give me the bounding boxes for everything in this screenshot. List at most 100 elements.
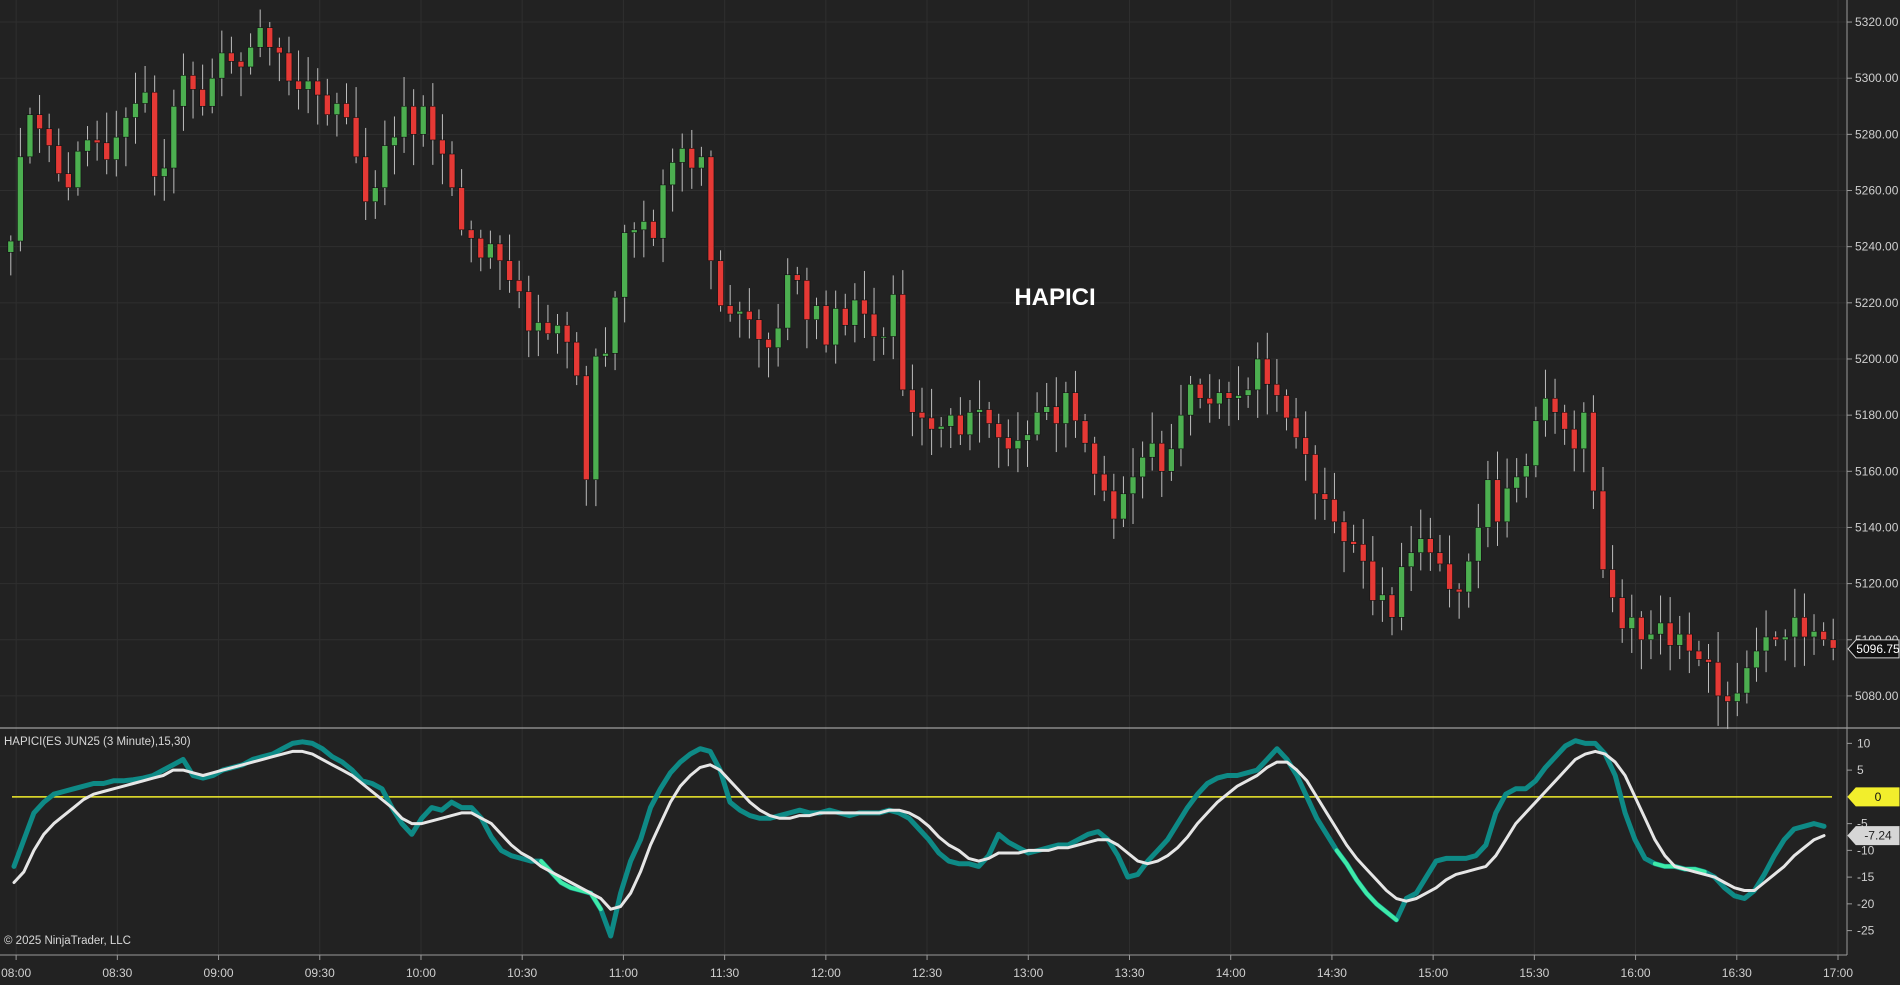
candle-body [45, 128, 53, 146]
time-axis[interactable]: 08:00 08:30 09:00 09:30 10:00 10:30 11:00 11:30… [1, 955, 1853, 980]
price-tick-label: 5180.00 [1855, 408, 1899, 422]
candle-body [1235, 395, 1242, 399]
price-tick-label: 5160.00 [1855, 464, 1899, 478]
candle-body [1388, 594, 1396, 618]
candle-body [1100, 473, 1108, 492]
candle-body [429, 105, 437, 141]
candle-body [1168, 448, 1175, 472]
candle-body [352, 117, 360, 158]
candle-body [381, 145, 389, 189]
candle-body [400, 105, 408, 138]
candle-body [362, 156, 369, 203]
candle-body [65, 173, 72, 189]
candle-body [487, 243, 494, 259]
candle-body [1772, 636, 1779, 641]
candle-body [678, 148, 686, 163]
candle-body [477, 237, 485, 259]
candle-body [1810, 631, 1818, 638]
candle-body [630, 229, 638, 233]
candle-body [1657, 622, 1664, 635]
candle-body [304, 80, 312, 90]
candle-body [525, 291, 533, 332]
candle-body [410, 105, 417, 135]
candle-body [113, 136, 120, 160]
candle-body [1446, 563, 1453, 590]
candle-body [544, 322, 552, 335]
candle-body [870, 313, 878, 337]
candle-body [1609, 569, 1616, 598]
candle-body [208, 77, 216, 107]
candle-body [1053, 406, 1060, 424]
time-tick-label: 08:00 [1, 966, 31, 980]
price-tick-label: 5320.00 [1855, 15, 1899, 29]
candle-body [1081, 420, 1089, 444]
time-tick-label: 16:30 [1722, 966, 1752, 980]
last-price-flag: 5096.75 [1847, 639, 1900, 659]
candle-body [841, 308, 849, 326]
price-axis[interactable]: 5080.005100.005120.005140.005160.005180.… [1847, 15, 1899, 703]
time-tick-label: 15:30 [1519, 966, 1549, 980]
candle-body [1321, 493, 1329, 500]
time-tick-label: 10:30 [507, 966, 537, 980]
candle-body [1570, 428, 1578, 450]
indicator-tick-label: -10 [1857, 843, 1875, 857]
candle-body [1638, 617, 1645, 641]
candle-body [1292, 417, 1300, 438]
time-tick-label: 15:00 [1418, 966, 1448, 980]
price-tick-label: 5260.00 [1855, 184, 1899, 198]
candle-body [774, 327, 782, 349]
candle-body [1618, 597, 1626, 629]
candle-body [36, 114, 43, 130]
indicator-tick-label: -20 [1857, 897, 1875, 911]
candle-body [928, 417, 935, 430]
candle-body [602, 353, 609, 357]
time-tick-label: 09:00 [204, 966, 234, 980]
price-tick-label: 5140.00 [1855, 520, 1899, 534]
candle-body [669, 162, 676, 186]
price-panel[interactable]: HAPICI [7, 9, 1837, 729]
candle-body [1206, 397, 1214, 405]
candle-body [611, 296, 619, 354]
candle-body [26, 114, 34, 158]
time-tick-label: 14:30 [1317, 966, 1347, 980]
candle-body [1014, 440, 1022, 450]
indicator-tick-label: 5 [1857, 763, 1864, 777]
candle-body [899, 294, 907, 391]
candle-body [419, 105, 427, 135]
candle-body [1743, 667, 1751, 694]
candle-body [84, 139, 91, 152]
candle-body [1753, 650, 1760, 669]
indicator-panel[interactable]: HAPICI(ES JUN25 (3 Minute),15,30) © 2025… [4, 736, 1832, 947]
candle-body [1829, 639, 1837, 649]
candle-body [659, 184, 667, 239]
price-tick-label: 5300.00 [1855, 71, 1899, 85]
candle-body [1302, 437, 1309, 455]
chart-title: HAPICI [1014, 284, 1095, 311]
candle-body [391, 136, 398, 146]
candle-body [314, 80, 322, 96]
candle-body [1590, 412, 1597, 492]
candle-body [448, 153, 456, 189]
candle-body [285, 52, 293, 82]
candle-body [535, 322, 542, 332]
candle-body [688, 148, 696, 169]
candle-body [966, 412, 974, 436]
candle-body [1417, 538, 1425, 554]
candle-body [784, 274, 791, 329]
candle-body [1043, 406, 1050, 413]
candle-body [621, 232, 628, 298]
candle-body [1791, 617, 1799, 638]
candle-body [372, 187, 379, 203]
candle-body [256, 27, 264, 48]
candle-body [947, 414, 955, 427]
candle-body [1561, 412, 1568, 430]
candle-body [937, 426, 945, 430]
value-flags: 5096.75 0 -7.24 [1847, 639, 1900, 846]
candle-body [1273, 383, 1281, 396]
candle-body [132, 103, 139, 118]
candle-body [746, 310, 753, 320]
price-tick-label: 5200.00 [1855, 352, 1899, 366]
candle-body [496, 243, 504, 262]
